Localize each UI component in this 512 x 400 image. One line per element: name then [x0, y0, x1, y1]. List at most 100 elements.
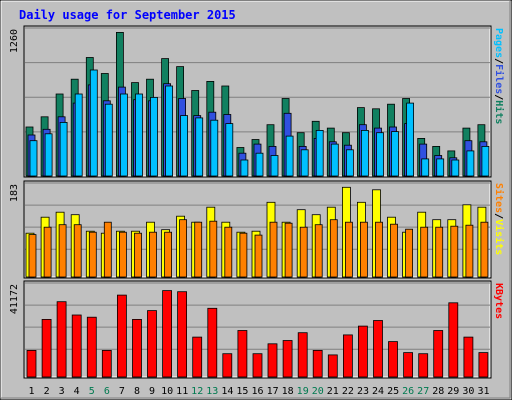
x-tick-label: 20 — [312, 386, 324, 397]
legend-visits-sites: Sites/Visits — [493, 183, 505, 255]
bar-pages-day-8 — [135, 93, 143, 177]
bar-sites-day-20 — [314, 224, 323, 278]
bar-kbytes-day-23 — [357, 325, 368, 378]
x-tick-label: 14 — [221, 386, 233, 397]
x-tick-label: 7 — [119, 386, 125, 397]
x-tick-label: 17 — [267, 386, 279, 397]
x-tick-label: 13 — [206, 386, 218, 397]
bar-pages-day-2 — [44, 133, 53, 177]
bar-pages-day-19 — [300, 149, 309, 177]
chart-title: Daily usage for September 2015 — [19, 8, 236, 22]
bar-pages-day-3 — [59, 122, 68, 177]
bar-kbytes-day-7 — [117, 294, 127, 378]
panel-kbytes: 41172 KBytes — [9, 280, 504, 379]
legend-kbytes: KBytes — [493, 283, 504, 319]
x-tick-label: 28 — [432, 386, 444, 397]
y-max-label: 1260 — [9, 29, 20, 53]
bar-sites-day-19 — [299, 226, 308, 278]
bar-sites-day-24 — [375, 221, 383, 278]
x-tick-label: 30 — [462, 386, 474, 397]
bar-sites-day-12 — [194, 221, 203, 278]
legend-entry: / — [493, 58, 504, 64]
x-tick-label: 16 — [251, 386, 263, 397]
x-tick-label: 4 — [74, 386, 80, 397]
bar-sites-day-11 — [179, 219, 188, 278]
legend-entry: Files — [493, 64, 505, 94]
bar-sites-day-28 — [435, 226, 444, 278]
bar-pages-day-25 — [391, 131, 399, 177]
bar-kbytes-day-11 — [177, 291, 188, 378]
bar-pages-day-9 — [150, 97, 158, 177]
x-tick-label: 10 — [161, 386, 173, 397]
bar-sites-day-14 — [224, 226, 233, 278]
bar-sites-day-27 — [420, 226, 429, 278]
bar-sites-day-7 — [119, 231, 127, 278]
bar-kbytes-day-15 — [237, 330, 248, 378]
bar-kbytes-day-16 — [252, 353, 263, 378]
bar-kbytes-day-8 — [132, 318, 142, 378]
bar-sites-day-1 — [28, 234, 37, 278]
bar-kbytes-day-30 — [463, 336, 474, 378]
bar-pages-day-17 — [270, 155, 279, 177]
bar-sites-day-5 — [88, 231, 97, 278]
bar-pages-day-12 — [195, 117, 204, 177]
bar-sites-day-2 — [43, 226, 52, 278]
bar-pages-day-4 — [74, 93, 83, 177]
x-tick-label: 3 — [59, 386, 65, 397]
bar-kbytes-day-4 — [71, 314, 82, 378]
bar-pages-day-21 — [330, 143, 339, 177]
x-tick-label: 25 — [387, 386, 399, 397]
bar-kbytes-day-14 — [222, 353, 233, 378]
panel-visits-sites: 183 Sites/Visits — [9, 180, 505, 279]
bar-pages-day-27 — [421, 158, 430, 177]
x-tick-label: 8 — [134, 386, 140, 397]
bar-sites-day-22 — [344, 221, 353, 278]
bar-sites-day-23 — [359, 221, 368, 278]
bar-sites-day-31 — [480, 221, 489, 278]
bar-pages-day-26 — [406, 102, 415, 177]
bar-sites-day-9 — [149, 231, 157, 278]
bar-sites-day-8 — [134, 232, 142, 278]
bar-pages-day-11 — [180, 115, 189, 177]
bar-pages-day-10 — [165, 85, 174, 177]
bar-pages-day-14 — [225, 123, 234, 177]
bar-sites-day-15 — [239, 232, 248, 278]
x-tick-label: 29 — [447, 386, 459, 397]
bar-kbytes-day-22 — [342, 334, 353, 378]
legend-entry: Pages — [493, 28, 504, 58]
bar-pages-day-30 — [466, 150, 475, 177]
bar-kbytes-day-13 — [207, 307, 218, 378]
x-tick-label: 11 — [176, 386, 188, 397]
bar-sites-day-18 — [284, 222, 293, 278]
x-tick-label: 24 — [372, 386, 384, 397]
bar-kbytes-day-17 — [267, 343, 278, 378]
x-tick-label: 15 — [236, 386, 248, 397]
bar-kbytes-day-26 — [403, 352, 414, 378]
bar-sites-day-21 — [329, 219, 338, 278]
bar-sites-day-29 — [450, 225, 459, 278]
bar-kbytes-day-28 — [433, 330, 444, 378]
legend-entry: / — [493, 94, 504, 100]
bar-pages-day-28 — [436, 158, 445, 177]
bar-pages-day-20 — [315, 129, 324, 177]
bar-pages-day-15 — [240, 159, 249, 177]
x-tick-label: 26 — [402, 386, 414, 397]
x-tick-label: 27 — [417, 386, 429, 397]
bar-pages-day-13 — [210, 119, 219, 177]
bar-sites-day-10 — [164, 231, 173, 278]
bar-kbytes-day-10 — [162, 290, 173, 378]
bar-kbytes-day-19 — [297, 332, 308, 378]
bar-pages-day-31 — [481, 145, 490, 177]
bar-sites-day-26 — [405, 228, 414, 278]
bar-kbytes-day-20 — [312, 349, 323, 378]
bar-kbytes-day-2 — [41, 318, 52, 378]
bar-kbytes-day-12 — [192, 336, 203, 378]
bar-kbytes-day-5 — [86, 316, 97, 378]
bar-sites-day-16 — [254, 234, 263, 278]
legend-entry: KBytes — [493, 283, 504, 319]
x-tick-label: 21 — [327, 386, 339, 397]
legend-entry: Hits — [493, 100, 505, 124]
bar-sites-day-3 — [58, 224, 67, 278]
x-tick-label: 19 — [297, 386, 309, 397]
